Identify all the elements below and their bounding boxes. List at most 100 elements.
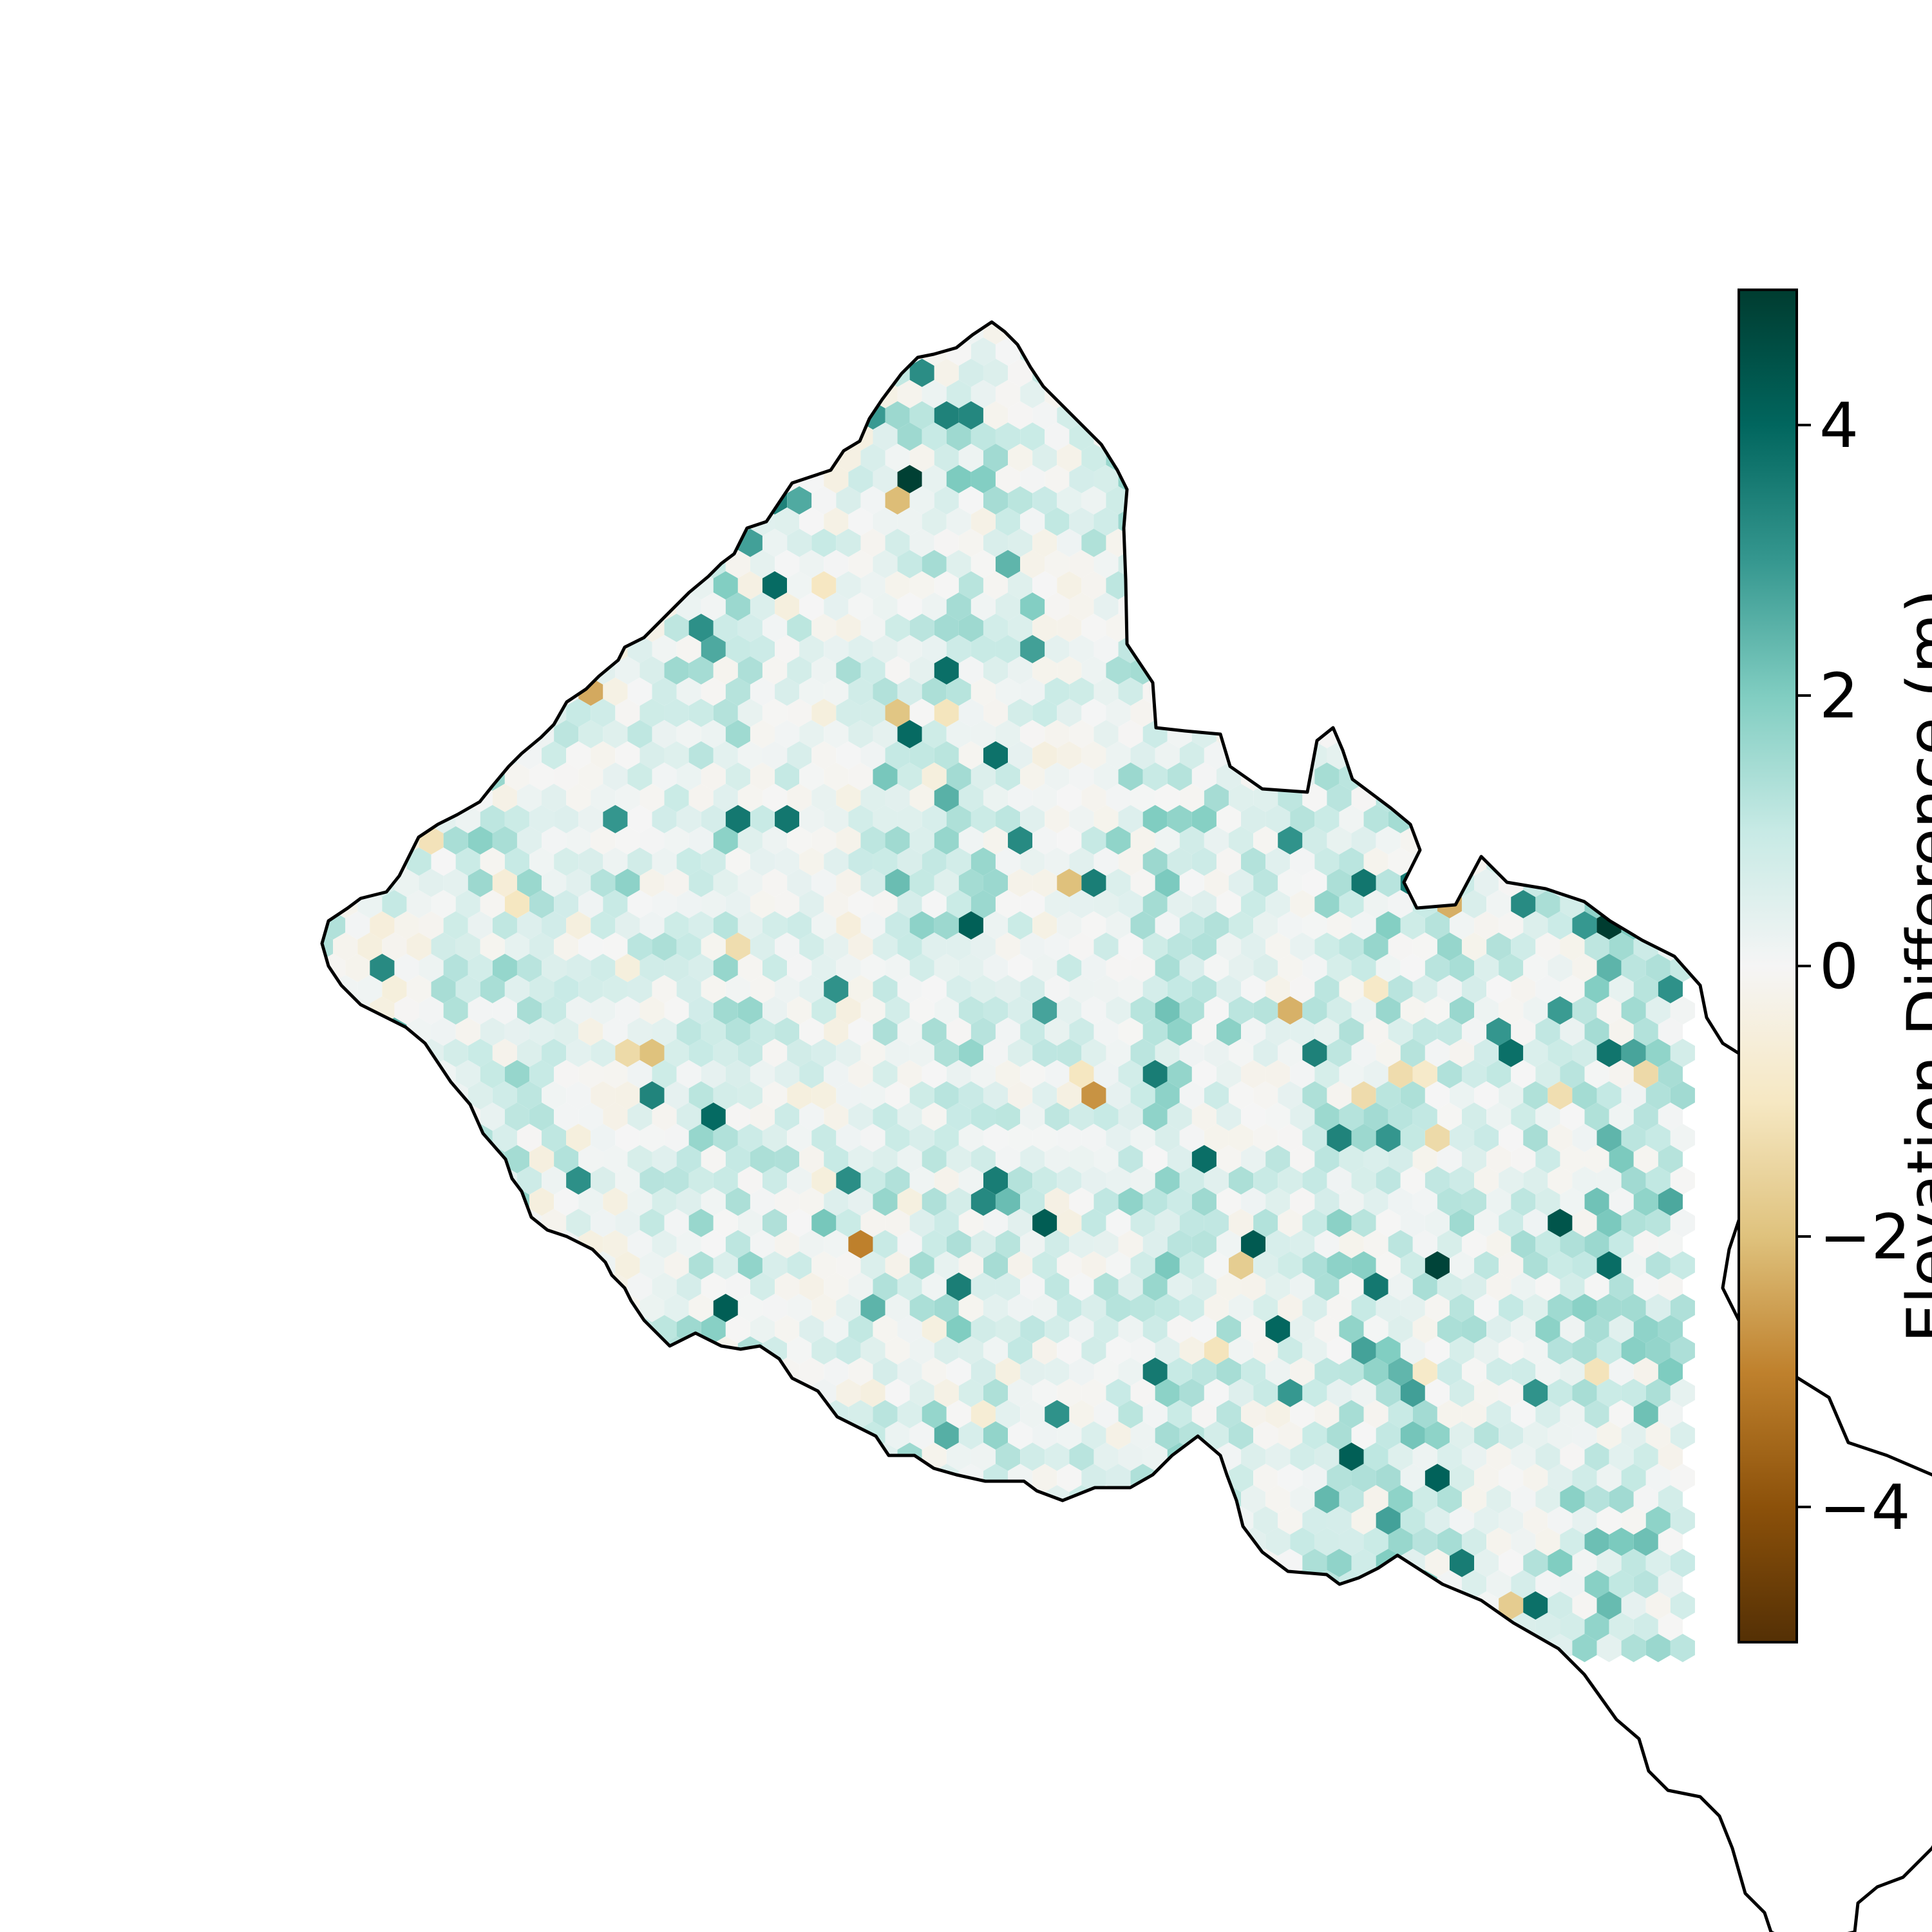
- hex-cell: [1560, 380, 1585, 408]
- hex-cell: [1486, 465, 1511, 493]
- hex-cell: [419, 1251, 444, 1280]
- hex-cell: [1106, 1591, 1131, 1620]
- hex-cell: [1130, 1634, 1155, 1662]
- hex-cell: [284, 933, 308, 961]
- hex-cell: [1461, 550, 1487, 578]
- hex-cell: [296, 1549, 321, 1577]
- hex-cell: [1499, 359, 1524, 387]
- hex-cell: [1204, 322, 1229, 345]
- hex-cell: [1155, 699, 1180, 727]
- hex-cell: [1609, 550, 1634, 578]
- hex-cell: [639, 1124, 665, 1152]
- hex-cell: [1351, 1379, 1376, 1407]
- hex-cell: [1179, 1379, 1204, 1407]
- hex-cell: [370, 571, 395, 600]
- hex-cell: [1560, 975, 1585, 1003]
- hex-cell: [1265, 507, 1291, 536]
- hex-cell: [958, 614, 983, 642]
- hex-cell: [1094, 1060, 1119, 1088]
- hex-cell: [566, 1039, 591, 1067]
- hex-cell: [1339, 1145, 1364, 1173]
- hex-cell: [1142, 1613, 1168, 1641]
- hex-cell: [1314, 422, 1340, 451]
- hex-cell: [737, 1166, 762, 1195]
- hex-cell: [1167, 1188, 1192, 1216]
- hex-cell: [652, 1570, 677, 1598]
- hex-cell: [1118, 1400, 1143, 1428]
- hex-cell: [1228, 656, 1254, 685]
- hex-cell: [1265, 933, 1291, 961]
- hex-cell: [652, 550, 677, 578]
- hex-cell: [983, 1634, 1009, 1662]
- hex-cell: [1179, 614, 1204, 642]
- hex-cell: [1523, 529, 1548, 557]
- hex-cell: [922, 1613, 947, 1641]
- hex-cell: [1020, 1613, 1045, 1641]
- hex-cell: [676, 1103, 701, 1131]
- hex-cell: [676, 933, 701, 961]
- hex-cell: [1437, 1485, 1462, 1513]
- hex-cell: [591, 1464, 616, 1492]
- hex-cell: [468, 614, 493, 642]
- hex-cell: [1400, 1421, 1425, 1450]
- hex-cell: [1057, 1336, 1082, 1365]
- hex-cell: [1069, 1145, 1094, 1173]
- hex-cell: [799, 805, 824, 833]
- hex-cell: [1290, 720, 1315, 748]
- hex-cell: [1228, 1209, 1254, 1237]
- hex-cell: [1486, 1315, 1511, 1343]
- hex-cell: [1560, 337, 1585, 366]
- hex-cell: [922, 805, 947, 833]
- hex-cell: [419, 741, 444, 770]
- hex-cell: [1265, 1188, 1291, 1216]
- hex-cell: [443, 444, 468, 472]
- hex-cell: [1155, 1251, 1180, 1280]
- hex-cell: [394, 1591, 419, 1620]
- hex-cell: [406, 1103, 431, 1131]
- hex-cell: [345, 1294, 370, 1322]
- hex-cell: [713, 1039, 738, 1067]
- hex-cell: [1020, 1230, 1045, 1258]
- hex-cell: [1425, 529, 1450, 557]
- hex-cell: [725, 1018, 750, 1046]
- hex-cell: [1511, 592, 1536, 621]
- hex-cell: [1596, 826, 1622, 855]
- hex-cell: [1499, 322, 1524, 345]
- hex-cell: [1167, 1018, 1192, 1046]
- hex-cell: [492, 1336, 517, 1365]
- hex-cell: [824, 805, 849, 833]
- hex-cell: [578, 380, 603, 408]
- hex-cell: [1511, 465, 1536, 493]
- hex-cell: [688, 1464, 714, 1492]
- hex-cell: [811, 1081, 837, 1110]
- hex-cell: [1351, 401, 1376, 430]
- hex-cell: [603, 677, 628, 706]
- hex-cell: [836, 911, 861, 940]
- hex-cell: [1511, 1103, 1536, 1131]
- hex-cell: [1609, 720, 1634, 748]
- hex-cell: [664, 529, 689, 557]
- hex-cell: [1094, 1273, 1119, 1301]
- hex-cell: [885, 322, 910, 345]
- hex-cell: [578, 1145, 603, 1173]
- hex-cell: [370, 322, 395, 345]
- hex-cell: [1633, 677, 1658, 706]
- hex-cell: [836, 1379, 861, 1407]
- hex-cell: [1253, 656, 1278, 685]
- hex-cell: [480, 805, 505, 833]
- hex-cell: [983, 529, 1009, 557]
- hex-cell: [394, 1464, 419, 1492]
- hex-cell: [1228, 1294, 1254, 1322]
- hex-cell: [860, 1379, 886, 1407]
- hex-cell: [578, 635, 603, 663]
- hex-cell: [394, 614, 419, 642]
- hex-cell: [615, 1506, 640, 1535]
- hex-cell: [1376, 614, 1401, 642]
- hex-cell: [762, 911, 788, 940]
- hex-cell: [516, 869, 542, 897]
- hex-cell: [284, 1103, 308, 1131]
- hex-cell: [1167, 1315, 1192, 1343]
- hex-cell: [1228, 699, 1254, 727]
- hex-cell: [1167, 422, 1192, 451]
- hex-cell: [322, 1634, 346, 1662]
